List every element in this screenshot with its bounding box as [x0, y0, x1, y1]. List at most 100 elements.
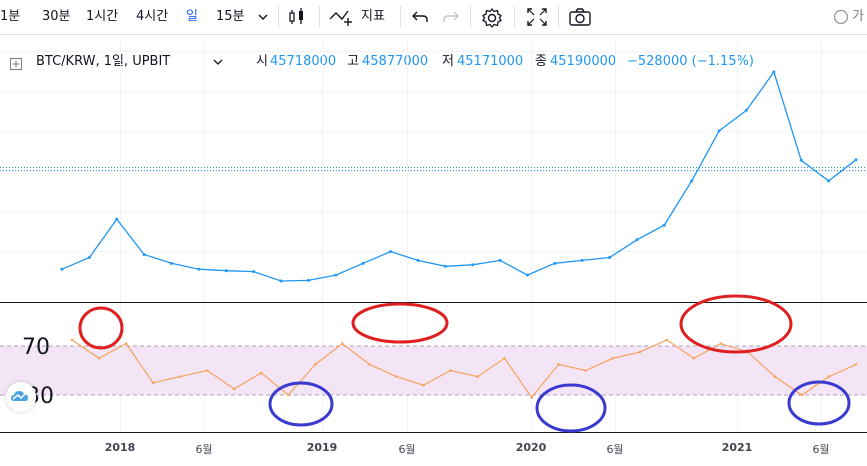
rsi-point	[773, 375, 777, 378]
interval-30m-button[interactable]: 30분	[42, 9, 71, 24]
rsi-point	[97, 356, 101, 360]
toolbar-divider	[558, 6, 559, 28]
price-point	[443, 264, 447, 268]
symbol-title[interactable]: BTC/KRW, 1일, UPBIT	[36, 54, 171, 69]
rsi-series	[70, 338, 858, 399]
rsi-point	[638, 350, 642, 354]
close-value: 45190000	[550, 54, 617, 69]
price-point	[115, 217, 119, 221]
annotations	[78, 294, 851, 433]
rsi-point	[259, 371, 263, 375]
price-point	[197, 267, 201, 271]
interval-1m-button[interactable]: 1분	[0, 9, 21, 24]
toolbar-divider	[470, 6, 471, 28]
x-axis-tick-label: 2020	[515, 441, 547, 454]
rsi-point	[584, 369, 587, 372]
interval-15m-button[interactable]: 15분	[216, 9, 245, 24]
low-label: 저	[442, 54, 454, 69]
interval-dropdown-icon[interactable]	[256, 0, 270, 34]
rsi-point	[665, 338, 669, 342]
rsi-point	[557, 363, 560, 366]
rsi-point	[422, 383, 425, 387]
price-point	[772, 70, 776, 74]
candles-icon[interactable]	[287, 0, 307, 34]
price-point	[471, 263, 475, 267]
rsi-line	[71, 339, 857, 399]
rsi-point	[854, 363, 858, 366]
cloud-logo-icon[interactable]	[6, 382, 36, 412]
change-value: −528000 (−1.15%)	[627, 54, 754, 69]
toolbar-divider	[400, 6, 401, 28]
price-point	[334, 273, 338, 277]
user-menu-label[interactable]: 가	[852, 9, 864, 24]
price-point	[252, 270, 256, 274]
rsi-upper-label: 70	[22, 335, 50, 360]
high-value: 45877000	[362, 54, 429, 69]
price-point	[498, 258, 502, 262]
price-point	[744, 108, 748, 112]
rsi-point	[341, 342, 344, 345]
rsi-point	[530, 396, 533, 399]
x-axis-tick-label: 6월	[606, 443, 624, 456]
indicators-button[interactable]: 지표	[361, 9, 385, 24]
price-point	[170, 261, 174, 265]
rsi-point	[205, 369, 209, 372]
redo-icon[interactable]	[442, 0, 460, 34]
rsi-point	[395, 375, 398, 378]
undo-icon[interactable]	[411, 0, 429, 34]
indicators-icon[interactable]	[328, 0, 358, 34]
open-label: 시	[256, 54, 268, 69]
rsi-point	[314, 363, 317, 366]
x-axis-tick-label: 6월	[195, 443, 213, 456]
add-symbol-icon[interactable]	[10, 56, 22, 78]
x-axis-tick-label: 6월	[812, 443, 830, 456]
overbought-annotation	[679, 294, 793, 354]
rsi-point	[232, 387, 236, 391]
price-point	[662, 223, 666, 227]
price-point	[87, 255, 91, 259]
status-circle-icon[interactable]	[833, 0, 849, 34]
price-point	[60, 267, 64, 271]
price-point	[580, 258, 584, 262]
symbol-dropdown-icon[interactable]	[213, 51, 223, 81]
rsi-point	[124, 342, 128, 345]
x-axis-tick-label: 2021	[721, 441, 753, 454]
price-point	[279, 279, 283, 283]
fullscreen-icon[interactable]	[526, 0, 548, 34]
rsi-point	[70, 338, 74, 342]
price-point	[854, 158, 858, 162]
price-series	[60, 70, 858, 283]
oversold-annotation	[268, 381, 334, 427]
price-line	[61, 70, 857, 282]
rsi-point	[368, 363, 371, 366]
rsi-point	[800, 393, 804, 397]
interval-4h-button[interactable]: 4시간	[136, 9, 169, 24]
rsi-point	[692, 356, 696, 360]
oversold-annotation	[535, 383, 607, 433]
price-point	[224, 269, 228, 273]
price-point	[525, 273, 529, 277]
x-axis-tick-label: 2018	[104, 441, 136, 454]
x-axis-tick-label: 6월	[398, 443, 416, 456]
price-point	[553, 261, 557, 265]
overbought-annotation	[351, 302, 449, 344]
price-point	[306, 278, 310, 282]
price-point	[690, 179, 694, 183]
price-point	[635, 238, 639, 242]
oversold-annotation	[787, 380, 851, 426]
camera-snapshot-icon[interactable]	[568, 0, 592, 34]
price-point	[827, 179, 831, 183]
toolbar-divider	[319, 6, 320, 28]
high-label: 고	[347, 54, 359, 69]
toolbar-divider	[278, 6, 279, 28]
toolbar-divider	[514, 6, 515, 28]
interval-1d-button[interactable]: 일	[186, 9, 198, 24]
low-value: 45171000	[457, 54, 524, 69]
rsi-point	[178, 375, 182, 378]
rsi-point	[503, 356, 506, 360]
interval-1h-button[interactable]: 1시간	[86, 9, 119, 24]
settings-gear-icon[interactable]	[481, 0, 503, 34]
x-axis-tick-label: 2019	[306, 441, 338, 454]
price-point	[799, 158, 803, 162]
